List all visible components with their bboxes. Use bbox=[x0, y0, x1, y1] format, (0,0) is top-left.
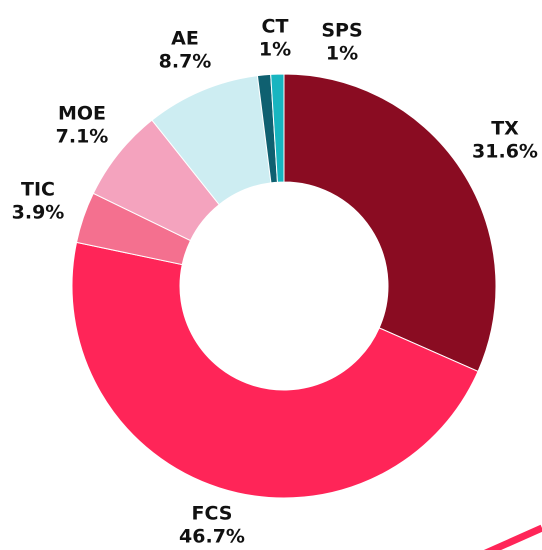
segment-value-label: 7.1% bbox=[56, 126, 109, 148]
segment-value-label: 8.7% bbox=[159, 51, 212, 73]
segment-label: CT bbox=[262, 16, 289, 38]
segment-label: TIC bbox=[21, 179, 55, 201]
segment-label: FCS bbox=[192, 503, 233, 525]
segment-label: SPS bbox=[321, 20, 362, 42]
segment-value-label: 46.7% bbox=[179, 526, 245, 548]
segment-value-label: 1% bbox=[259, 39, 291, 61]
segment-value-label: 3.9% bbox=[12, 202, 65, 224]
decoration-stroke bbox=[483, 524, 542, 550]
segment-label: AE bbox=[171, 28, 199, 50]
donut-segment bbox=[270, 73, 285, 183]
segment-label: TX bbox=[491, 118, 519, 140]
segment-value-label: 31.6% bbox=[472, 141, 538, 163]
donut-segment bbox=[71, 241, 479, 499]
donut-segment bbox=[283, 73, 497, 373]
segment-label: MOE bbox=[58, 103, 106, 125]
segment-value-label: 1% bbox=[326, 43, 358, 65]
